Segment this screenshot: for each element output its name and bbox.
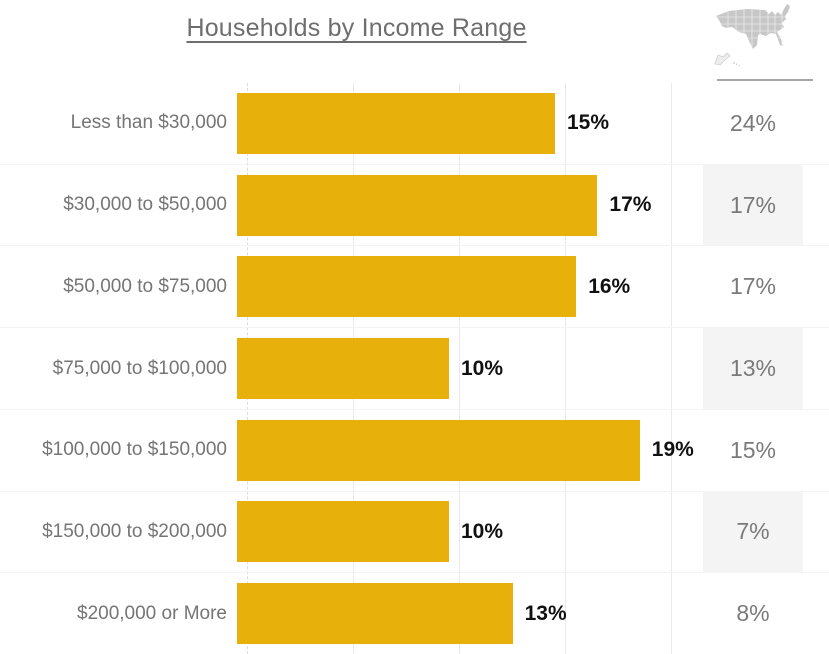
bar-value-label: 10%	[461, 356, 504, 380]
category-label: $75,000 to $100,000	[52, 357, 227, 379]
bar-value-label: 10%	[461, 519, 504, 543]
bar-value-label: 17%	[609, 193, 652, 217]
bar-track: 10%	[237, 328, 697, 409]
category-label: $100,000 to $150,000	[42, 439, 227, 461]
chart-row: $50,000 to $75,000 16% 17%	[0, 246, 829, 329]
gridline	[671, 83, 672, 654]
category-label: $30,000 to $50,000	[63, 194, 227, 216]
us-comparison-cell: 17%	[703, 246, 803, 327]
bar	[237, 92, 555, 154]
chart-row: Less than $30,000 15% 24%	[0, 83, 829, 165]
chart-row: $100,000 to $150,000 19% 15%	[0, 410, 829, 492]
us-comparison-value: 17%	[729, 273, 777, 300]
us-comparison-cell: 24%	[703, 83, 803, 164]
bar-value-label: 15%	[567, 111, 610, 135]
chart-row: $200,000 or More 13% 8%	[0, 573, 829, 654]
category-label: Less than $30,000	[70, 112, 227, 134]
us-comparison-value: 7%	[736, 518, 770, 545]
bar-value-label: 16%	[588, 274, 631, 298]
us-map-icon	[714, 4, 790, 66]
bar	[237, 174, 598, 236]
gridline	[459, 83, 460, 654]
us-column-divider	[717, 79, 813, 81]
bar-track: 16%	[237, 246, 697, 327]
us-comparison-value: 8%	[736, 600, 770, 627]
bar-value-label: 13%	[524, 601, 567, 625]
bar	[237, 501, 449, 563]
us-comparison-value: 17%	[729, 191, 777, 218]
chart-rows: Less than $30,000 15% 24% $30,000 to $50…	[0, 83, 829, 654]
us-comparison-cell: 17%	[703, 164, 803, 246]
chart-title[interactable]: Households by Income Range	[186, 14, 527, 42]
bar-track: 10%	[237, 492, 697, 573]
gridline	[565, 83, 566, 654]
bar-track: 13%	[237, 573, 697, 654]
chart-row: $75,000 to $100,000 10% 13%	[0, 328, 829, 410]
bar	[237, 338, 449, 400]
us-comparison-value: 13%	[729, 355, 777, 382]
chart-row: $30,000 to $50,000 17% 17%	[0, 164, 829, 247]
category-label: $50,000 to $75,000	[63, 275, 227, 297]
category-label: $150,000 to $200,000	[42, 520, 227, 542]
bar-track: 19%	[237, 410, 697, 491]
us-comparison-value: 15%	[729, 436, 777, 463]
bar	[237, 256, 577, 318]
chart-row: $150,000 to $200,000 10% 7%	[0, 491, 829, 574]
us-comparison-cell: 7%	[703, 491, 803, 573]
bar-track: 17%	[237, 165, 697, 246]
us-comparison-cell: 8%	[703, 573, 803, 654]
category-label: $200,000 or More	[77, 602, 227, 624]
us-comparison-cell: 13%	[703, 328, 803, 409]
us-comparison-cell: 15%	[703, 410, 803, 491]
bar-value-label: 19%	[651, 438, 694, 462]
us-comparison-value: 24%	[729, 109, 777, 136]
bar	[237, 583, 513, 645]
bar-track: 15%	[237, 83, 697, 164]
bar	[237, 419, 640, 481]
